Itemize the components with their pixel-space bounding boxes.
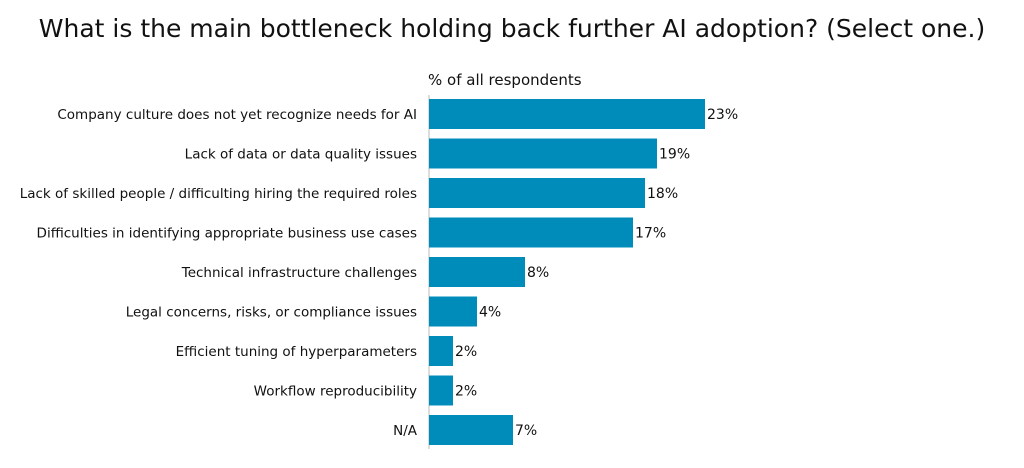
bar: [429, 336, 453, 366]
bar: [429, 217, 633, 248]
data-label: 23%: [707, 107, 738, 123]
bar: [429, 415, 513, 445]
data-label: 8%: [527, 265, 549, 281]
category-label: Workflow reproducibility: [254, 384, 417, 400]
category-label: Legal concerns, risks, or compliance iss…: [126, 305, 417, 321]
data-label: 19%: [659, 147, 690, 163]
data-label: 18%: [647, 186, 678, 202]
category-label: Efficient tuning of hyperparameters: [176, 344, 417, 360]
category-label: N/A: [393, 423, 418, 439]
category-label: Difficulties in identifying appropriate …: [37, 226, 417, 242]
bar: [429, 375, 453, 406]
bar: [429, 257, 525, 287]
data-label: 2%: [455, 384, 477, 400]
bar: [429, 99, 705, 129]
category-label: Technical infrastructure challenges: [181, 265, 417, 281]
chart-title: What is the main bottleneck holding back…: [38, 14, 986, 43]
category-label: Company culture does not yet recognize n…: [57, 107, 417, 123]
data-label: 4%: [479, 305, 501, 321]
bar: [429, 178, 645, 208]
data-label: 7%: [515, 423, 537, 439]
category-label: Lack of data or data quality issues: [185, 147, 417, 163]
category-label: Lack of skilled people / difficulting hi…: [20, 186, 417, 202]
bar: [429, 138, 657, 169]
chart-subtitle: % of all respondents: [428, 71, 582, 89]
data-label: 17%: [635, 226, 666, 242]
data-label: 2%: [455, 344, 477, 360]
bar: [429, 296, 477, 327]
